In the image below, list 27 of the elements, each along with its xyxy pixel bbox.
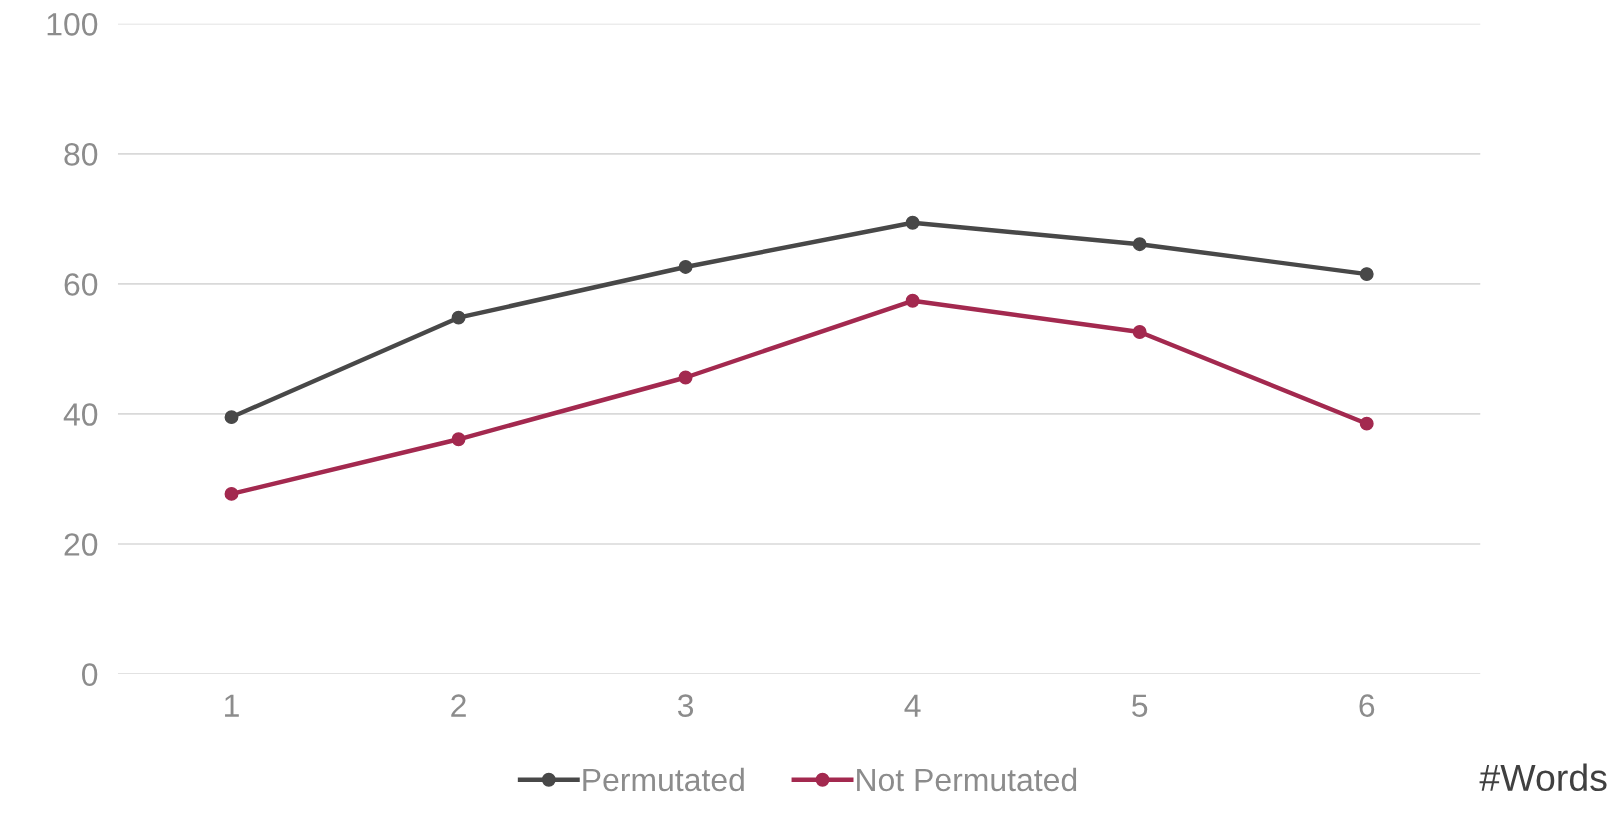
point xyxy=(1359,416,1374,431)
point xyxy=(1132,237,1147,252)
x-tick-label: 1 xyxy=(225,694,239,717)
point xyxy=(678,370,693,385)
point xyxy=(451,310,466,325)
x-tick-label: 6 xyxy=(1359,694,1375,717)
x-axis-title: #Words xyxy=(1479,763,1607,792)
point xyxy=(451,432,466,447)
y-tick-label: 60 xyxy=(64,273,98,296)
point xyxy=(224,410,239,425)
x-tick-label: 5 xyxy=(1132,694,1148,717)
point xyxy=(224,486,239,501)
y-tick-label: 80 xyxy=(64,143,98,166)
x-tick-label: 4 xyxy=(904,694,921,717)
point xyxy=(1132,325,1147,339)
y-tick-label: 0 xyxy=(82,663,98,686)
y-tick-label: 100 xyxy=(47,13,98,36)
y-tick-label: 40 xyxy=(63,403,98,426)
x-tick-label: 3 xyxy=(677,694,694,717)
y-tick-label: 20 xyxy=(64,533,98,556)
point xyxy=(678,260,693,274)
point xyxy=(905,293,920,308)
legend-label: Permutated xyxy=(583,767,744,792)
legend-label: Not Permutated xyxy=(857,767,1077,792)
point xyxy=(1359,267,1374,282)
x-tick-label: 2 xyxy=(451,694,466,717)
point xyxy=(905,215,920,230)
